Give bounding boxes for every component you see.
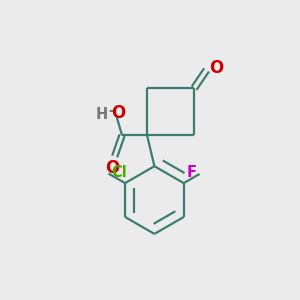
Text: H: H bbox=[95, 106, 107, 122]
Text: O: O bbox=[105, 159, 119, 177]
Text: O: O bbox=[209, 58, 224, 76]
Text: -: - bbox=[108, 103, 114, 118]
Text: O: O bbox=[111, 104, 125, 122]
Text: F: F bbox=[187, 165, 196, 180]
Text: Cl: Cl bbox=[112, 165, 127, 180]
